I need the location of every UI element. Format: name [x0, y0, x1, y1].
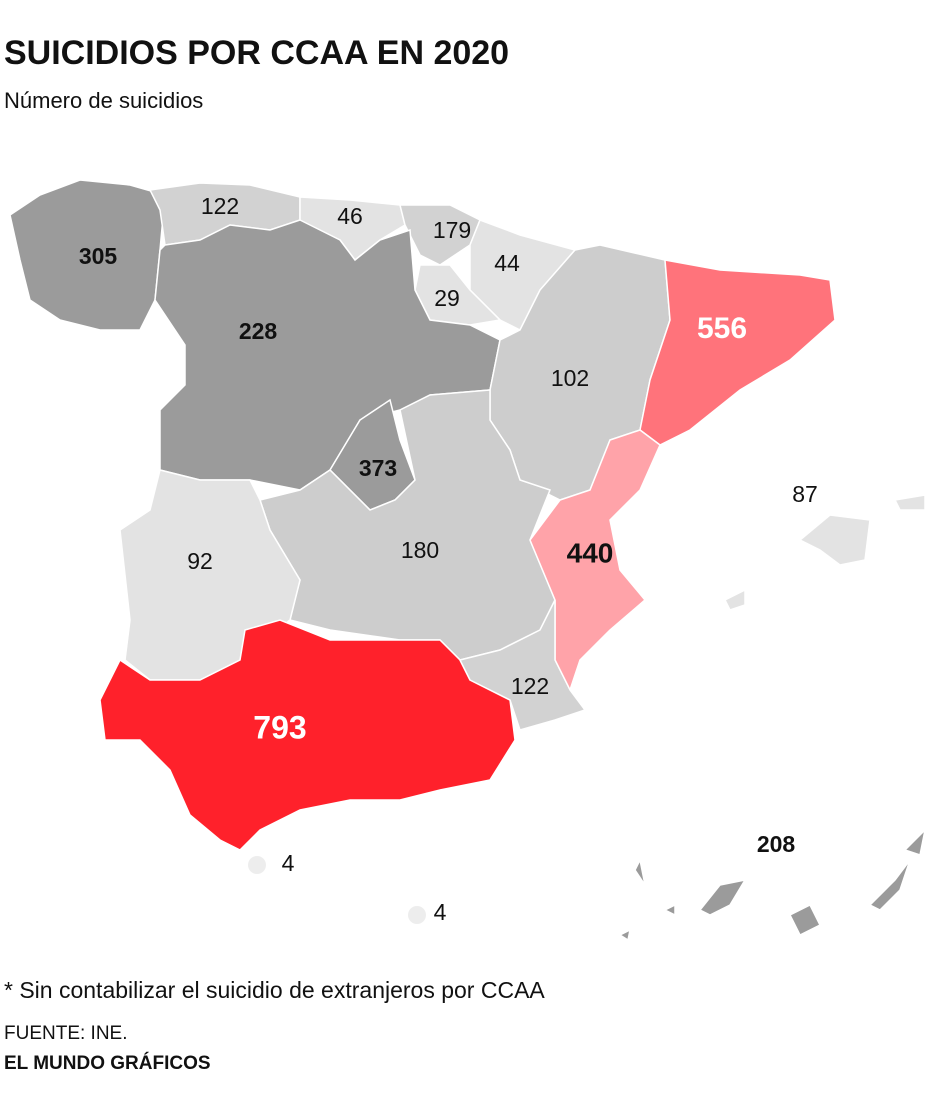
region [529, 429, 661, 692]
value-label: 179 [433, 217, 471, 243]
value-label: 793 [253, 709, 306, 745]
value-label: 228 [239, 318, 278, 344]
value-label: 29 [434, 285, 460, 311]
value-label: 92 [187, 548, 213, 574]
value-label: 122 [201, 193, 239, 219]
value-label: 44 [494, 250, 520, 276]
region [458, 599, 587, 731]
value-label: 556 [697, 312, 747, 345]
credit: EL MUNDO GRÁFICOS [4, 1052, 211, 1074]
map [9, 179, 927, 942]
subtitle: Número de suicidios [4, 88, 203, 113]
value-label: 180 [401, 537, 439, 563]
value-label: 4 [434, 899, 447, 925]
value-label: 440 [567, 537, 614, 568]
value-label: 305 [79, 243, 118, 269]
region [618, 827, 927, 942]
value-label: 102 [551, 365, 589, 391]
footnote: * Sin contabilizar el suicidio de extran… [4, 977, 545, 1003]
region [248, 856, 266, 874]
value-label: 208 [757, 831, 796, 857]
region [408, 906, 426, 924]
source: FUENTE: INE. [4, 1023, 128, 1044]
value-label: 46 [337, 203, 363, 229]
region [99, 619, 516, 851]
value-label: 4 [282, 850, 295, 876]
title: SUICIDIOS POR CCAA EN 2020 [4, 34, 509, 72]
region [639, 259, 836, 446]
value-label: 373 [359, 455, 397, 481]
value-label: 122 [511, 673, 549, 699]
region [723, 494, 926, 611]
region [399, 204, 481, 266]
value-label: 87 [792, 481, 818, 507]
